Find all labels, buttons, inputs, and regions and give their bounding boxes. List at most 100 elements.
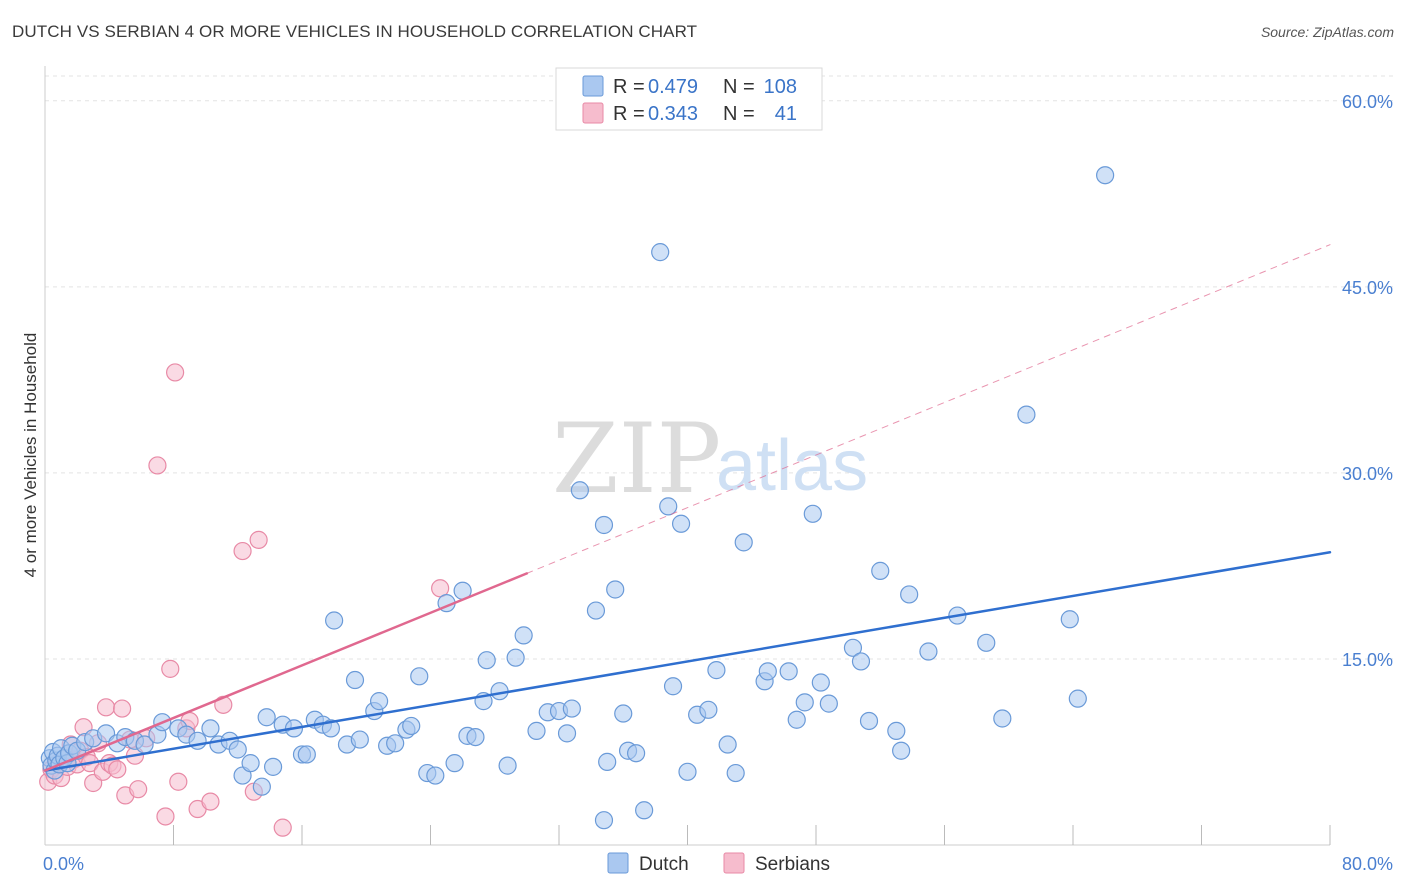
serbians-point bbox=[148, 456, 167, 475]
dutch-point bbox=[919, 642, 938, 661]
dutch-point bbox=[445, 754, 464, 773]
serbians-point bbox=[96, 698, 116, 717]
dutch-point bbox=[297, 745, 316, 764]
serbians-point bbox=[233, 541, 252, 561]
dutch-point bbox=[325, 611, 344, 630]
dutch-point bbox=[506, 648, 525, 667]
serbians-point bbox=[166, 363, 185, 382]
dutch-point bbox=[699, 700, 718, 719]
dutch-point bbox=[594, 515, 614, 535]
legend-dutch-n-value: 108 bbox=[764, 76, 797, 98]
dutch-point bbox=[201, 719, 220, 738]
trendlines bbox=[43, 244, 1332, 772]
dutch-point bbox=[787, 710, 806, 729]
dutch-point bbox=[726, 763, 745, 783]
dutch-point bbox=[426, 766, 445, 785]
y-axis-label: 4 or more Vehicles in Household bbox=[21, 333, 40, 578]
legend-dutch-r-label: R = bbox=[613, 76, 645, 98]
dutch-point bbox=[859, 711, 879, 731]
legend-serbians-n-label: N = bbox=[723, 103, 755, 125]
dutch-point bbox=[466, 727, 485, 747]
dutch-point bbox=[718, 735, 737, 754]
dutch-point bbox=[386, 734, 405, 753]
top-legend: R = 0.479 N = 108 R = 0.343 N = 41 bbox=[555, 67, 823, 131]
dutch-point bbox=[370, 692, 389, 711]
dutch-point bbox=[734, 533, 753, 552]
dutch-point bbox=[626, 744, 646, 763]
bottom-legend-dutch-swatch bbox=[607, 852, 629, 874]
legend-serbians-swatch bbox=[582, 102, 604, 124]
serbians-trendline bbox=[43, 572, 529, 772]
dutch-point bbox=[663, 677, 683, 696]
dutch-point bbox=[843, 638, 863, 657]
dutch-point bbox=[1017, 405, 1036, 424]
dutch-point bbox=[993, 709, 1012, 728]
dutch-point bbox=[263, 757, 283, 776]
serbians-point bbox=[169, 772, 188, 791]
dutch-point bbox=[350, 730, 369, 749]
dutch-point bbox=[678, 762, 697, 781]
dutch-point bbox=[562, 699, 581, 718]
dutch-point bbox=[498, 756, 517, 775]
x-tick-label-min: 0.0% bbox=[43, 854, 84, 874]
dutch-point bbox=[594, 811, 614, 830]
dutch-point bbox=[345, 670, 365, 690]
serbians-point bbox=[129, 780, 148, 799]
serbians-trendline-dashed bbox=[526, 244, 1331, 574]
axis-layer bbox=[44, 66, 1331, 846]
dutch-point bbox=[795, 693, 814, 712]
tick-labels: 15.0% 30.0% 45.0% 60.0% 0.0% 80.0% bbox=[43, 92, 1393, 874]
serbians-point bbox=[108, 760, 127, 779]
dutch-point bbox=[758, 662, 777, 681]
legend-serbians-r-label: R = bbox=[613, 103, 645, 125]
x-tick-label-max: 80.0% bbox=[1342, 854, 1393, 874]
dutch-point bbox=[606, 580, 625, 599]
dutch-point bbox=[598, 752, 617, 771]
y-tick-label: 60.0% bbox=[1342, 92, 1393, 112]
dutch-point bbox=[402, 716, 421, 736]
legend-dutch-n-label: N = bbox=[723, 76, 755, 98]
dutch-point bbox=[257, 708, 276, 727]
dutch-point bbox=[651, 243, 670, 262]
dutch-point bbox=[514, 626, 533, 645]
bottom-legend-dutch: Dutch bbox=[639, 854, 689, 875]
dutch-point bbox=[614, 704, 633, 723]
serbians-point bbox=[273, 818, 292, 837]
dutch-point bbox=[977, 633, 996, 652]
watermark-atlas: atlas bbox=[716, 426, 868, 506]
bottom-legend: Dutch Serbians bbox=[607, 852, 830, 875]
dutch-point bbox=[252, 777, 271, 796]
source-label: Source: ZipAtlas.com bbox=[1260, 24, 1394, 40]
serbians-point bbox=[156, 807, 175, 826]
dutch-point bbox=[228, 740, 247, 759]
dutch-point bbox=[241, 754, 260, 773]
dutch-point bbox=[671, 514, 691, 533]
dutch-point bbox=[892, 741, 911, 760]
dutch-point bbox=[887, 721, 906, 740]
dutch-point bbox=[707, 661, 726, 680]
dutch-point bbox=[321, 719, 341, 738]
dutch-point bbox=[779, 662, 798, 681]
dutch-point bbox=[659, 497, 678, 516]
serbians-point bbox=[161, 659, 180, 678]
bottom-legend-serbians-swatch bbox=[723, 852, 745, 874]
y-tick-label: 30.0% bbox=[1342, 464, 1393, 484]
bottom-legend-serbians: Serbians bbox=[755, 854, 830, 875]
dutch-point bbox=[477, 651, 496, 670]
dutch-point bbox=[410, 667, 429, 686]
dutch-point bbox=[635, 801, 654, 820]
grid-layer bbox=[45, 75, 1395, 660]
dutch-point bbox=[527, 721, 546, 740]
legend-dutch-swatch bbox=[582, 75, 604, 97]
serbians-point bbox=[201, 792, 220, 811]
dutch-point bbox=[586, 601, 606, 620]
dutch-point bbox=[1096, 166, 1115, 185]
serbians-point bbox=[112, 699, 132, 718]
dutch-point bbox=[811, 673, 830, 692]
chart-title: DUTCH VS SERBIAN 4 OR MORE VEHICLES IN H… bbox=[12, 22, 698, 41]
watermark: ZIP atlas bbox=[552, 403, 868, 515]
dutch-point bbox=[900, 585, 919, 604]
legend-dutch-r-value: 0.479 bbox=[648, 76, 698, 98]
serbians-point bbox=[249, 530, 268, 549]
